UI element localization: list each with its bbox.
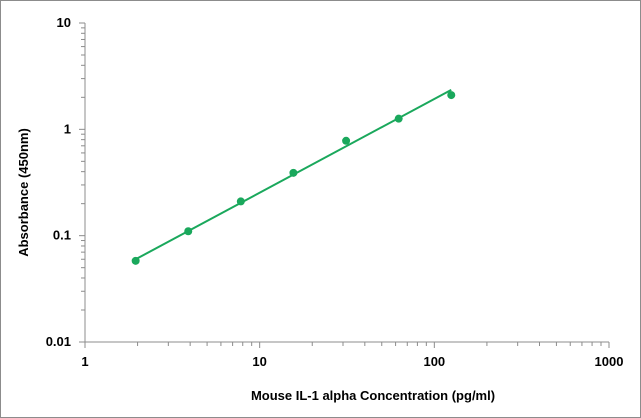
data-point [236,197,245,206]
data-point [131,256,140,265]
y-tick-label: 0.1 [53,228,71,243]
y-tick-label: 0.01 [46,334,71,349]
axes-layer [79,22,610,348]
data-point [394,114,403,123]
tick-labels: 0.01 0.1 1 10 1 10 100 1000 [46,15,624,369]
data-point [289,168,298,177]
x-axis-title: Mouse IL-1 alpha Concentration (pg/ml) [251,388,495,403]
y-axis-title: Absorbance (450nm) [16,128,31,257]
data-point [342,136,351,145]
x-tick-label: 10 [252,354,266,369]
data-point [184,227,193,236]
x-tick-label: 1 [81,354,88,369]
y-tick-label: 1 [64,121,71,136]
x-tick-label: 1000 [595,354,624,369]
y-tick-label: 10 [57,15,71,30]
x-tick-label: 100 [423,354,445,369]
data-point [447,91,456,100]
series-layer [131,88,456,265]
